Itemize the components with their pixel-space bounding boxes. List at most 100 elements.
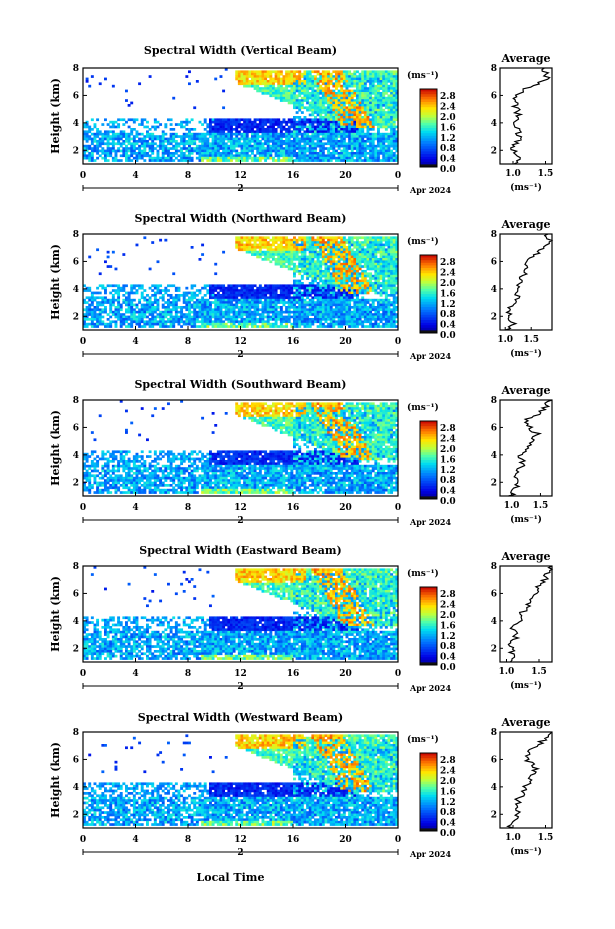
heatmap-cell <box>96 128 100 131</box>
heatmap-cell <box>164 238 168 242</box>
heatmap-cell <box>298 282 302 285</box>
heatmap-cell <box>172 140 176 143</box>
heatmap-cell <box>324 289 328 292</box>
heatmap-cell <box>293 243 296 247</box>
heatmap-cell <box>363 135 367 138</box>
heatmap-cell <box>114 135 118 138</box>
heatmap-cell <box>321 243 325 247</box>
heatmap-cell <box>356 265 359 268</box>
heatmap-cell <box>93 291 97 295</box>
heatmap-cell <box>90 132 94 136</box>
heatmap-cell <box>117 294 121 297</box>
heatmap-cell <box>335 267 338 271</box>
heatmap-cell <box>93 137 97 141</box>
heatmap-cell <box>251 322 254 326</box>
heatmap-cell <box>117 286 121 290</box>
heatmap-cell <box>153 294 157 297</box>
heatmap-cell <box>274 128 278 131</box>
heatmap-cell <box>308 258 312 261</box>
heatmap-cell <box>190 318 194 321</box>
heatmap-cell <box>122 313 126 316</box>
heatmap-cell <box>353 315 357 319</box>
heatmap-cell <box>311 248 315 252</box>
heatmap-cell <box>114 315 118 319</box>
heatmap-cell <box>350 116 354 119</box>
heatmap-cell <box>258 154 262 158</box>
heatmap-cell <box>230 120 233 124</box>
heatmap-cell <box>356 310 359 314</box>
heatmap-cell <box>327 92 331 95</box>
heatmap-cell <box>387 159 391 162</box>
heatmap-cell <box>256 310 260 314</box>
heatmap-cell <box>290 101 294 105</box>
heatmap-cell <box>285 236 289 240</box>
heatmap-cell <box>356 260 359 264</box>
heatmap-cell <box>85 286 89 290</box>
heatmap-cell <box>337 72 341 76</box>
heatmap-cell <box>374 154 378 158</box>
heatmap-cell <box>130 320 134 324</box>
heatmap-cell <box>319 262 323 266</box>
heatmap-cell <box>319 318 323 321</box>
heatmap-cell <box>353 106 357 110</box>
heatmap-cell <box>329 142 333 146</box>
heatmap-cell <box>374 111 378 114</box>
heatmap-cell <box>337 125 341 129</box>
heatmap-cell <box>308 80 312 83</box>
heatmap-cell <box>88 296 92 300</box>
heatmap-cell <box>295 289 299 292</box>
heatmap-cell <box>311 291 315 295</box>
heatmap-cell <box>206 149 210 153</box>
heatmap-cell <box>382 75 386 78</box>
heatmap-cell <box>324 255 328 259</box>
heatmap-cell <box>316 320 320 324</box>
heatmap-cell <box>350 243 354 247</box>
heatmap-cell <box>345 246 349 249</box>
heatmap-cell <box>279 144 283 148</box>
heatmap-cell <box>377 92 380 95</box>
heatmap-cell <box>377 77 380 81</box>
heatmap-cell <box>314 108 317 112</box>
heatmap-cell <box>390 84 394 88</box>
heatmap-cell <box>303 159 307 162</box>
heatmap-cell <box>253 147 257 150</box>
heatmap-cell <box>348 94 352 98</box>
heatmap-cell <box>374 72 378 76</box>
heatmap-cell <box>98 322 102 326</box>
heatmap-cell <box>209 144 212 148</box>
heatmap-cell <box>342 270 346 273</box>
heatmap-cell <box>345 258 349 261</box>
heatmap-cell <box>277 286 281 290</box>
heatmap-cell <box>174 142 178 146</box>
heatmap-cell <box>106 137 110 141</box>
heatmap-cell <box>174 286 178 290</box>
heatmap-cell <box>295 291 299 295</box>
heatmap-cell <box>324 320 328 324</box>
heatmap-cell <box>382 113 386 117</box>
heatmap-cell <box>83 144 86 148</box>
heatmap-cell <box>298 147 302 150</box>
heatmap-cell <box>285 144 289 148</box>
heatmap-cell <box>395 149 399 153</box>
heatmap-cell <box>382 72 386 76</box>
heatmap-cell <box>266 84 270 88</box>
heatmap-cell <box>161 140 165 143</box>
heatmap-cell <box>219 298 223 302</box>
heatmap-cell <box>182 132 186 136</box>
heatmap-cell <box>96 320 100 324</box>
heatmap-cell <box>272 89 275 93</box>
heatmap-cell <box>348 70 352 74</box>
heatmap-cell <box>321 248 325 252</box>
heatmap-cell <box>203 135 207 138</box>
heatmap-cell <box>279 96 283 100</box>
heatmap-cell <box>266 253 270 256</box>
heatmap-cell <box>266 87 270 90</box>
heatmap-cell <box>232 142 236 146</box>
heatmap-cell <box>264 289 268 292</box>
heatmap-cell <box>384 140 388 143</box>
heatmap-cell <box>298 243 302 247</box>
heatmap-cell <box>319 104 323 107</box>
heatmap-cell <box>198 320 202 324</box>
heatmap-cell <box>324 262 328 266</box>
heatmap-cell <box>321 154 325 158</box>
